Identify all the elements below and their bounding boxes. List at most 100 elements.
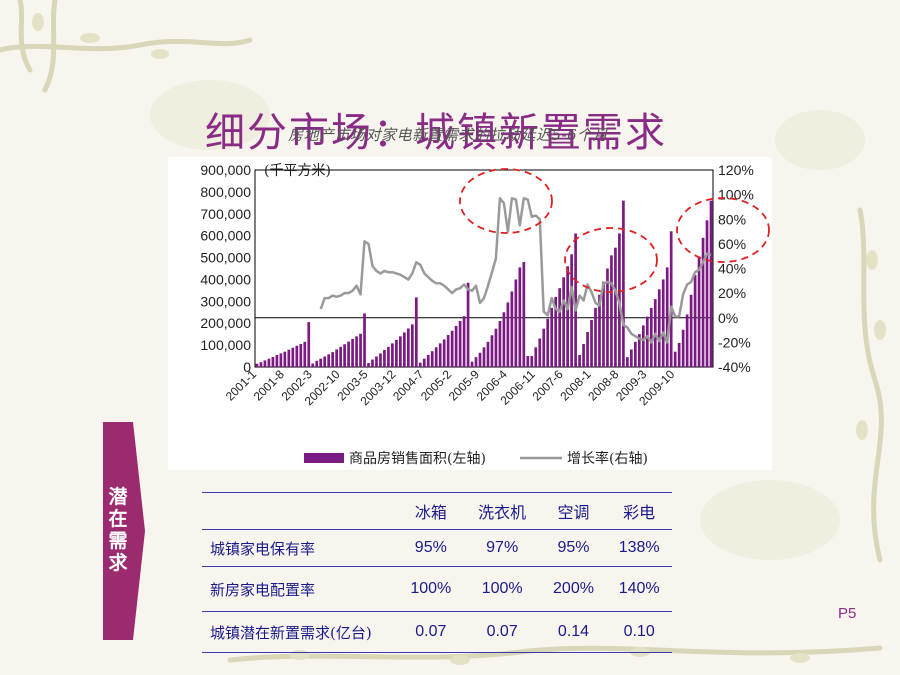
bar bbox=[558, 288, 562, 367]
side-char-2: 在 bbox=[108, 508, 128, 530]
bar bbox=[359, 333, 362, 367]
bar bbox=[590, 319, 593, 367]
legend-swatch-bar bbox=[304, 453, 344, 463]
bar bbox=[538, 338, 542, 367]
bar bbox=[303, 341, 307, 367]
bar bbox=[570, 254, 573, 367]
bar bbox=[275, 354, 279, 367]
bar bbox=[391, 343, 394, 367]
bar bbox=[259, 362, 263, 367]
bar bbox=[347, 341, 350, 367]
right-axis-tick-label: 60% bbox=[718, 236, 746, 252]
table-cell: 0.10 bbox=[606, 611, 672, 653]
bar bbox=[450, 330, 454, 367]
table-cell: 100% bbox=[410, 580, 452, 597]
bar bbox=[335, 349, 338, 367]
bar bbox=[287, 349, 291, 367]
table-cell: 140% bbox=[618, 580, 660, 597]
row-label: 新房家电配置率 bbox=[210, 580, 316, 599]
bar bbox=[474, 357, 478, 367]
col-header-tv: 彩电 bbox=[606, 492, 672, 530]
bar bbox=[267, 358, 271, 367]
bar bbox=[641, 325, 645, 367]
bar bbox=[633, 341, 637, 367]
bar bbox=[327, 354, 331, 367]
bar bbox=[578, 354, 581, 367]
bar bbox=[626, 357, 629, 367]
bar bbox=[355, 336, 358, 367]
bar bbox=[478, 352, 482, 367]
bar bbox=[498, 321, 502, 367]
bar bbox=[395, 339, 398, 367]
bar bbox=[606, 268, 609, 367]
bar bbox=[490, 335, 494, 367]
side-char-3: 需 bbox=[108, 530, 128, 552]
bar bbox=[371, 359, 374, 367]
left-axis-tick-label: 100,000 bbox=[200, 337, 251, 353]
col-header-fridge: 冰箱 bbox=[398, 492, 464, 530]
legend-label-bar: 商品房销售面积(左轴) bbox=[349, 451, 486, 467]
right-axis-tick-label: -20% bbox=[718, 334, 751, 350]
left-axis-tick-label: 900,000 bbox=[200, 162, 251, 178]
left-axis-tick-label: 700,000 bbox=[200, 206, 251, 222]
right-axis-tick-label: 80% bbox=[718, 211, 746, 227]
bar bbox=[458, 321, 462, 367]
demand-table: 冰箱 洗衣机 空调 彩电 城镇家电保有率 95% 97% 95% 138% 新房… bbox=[202, 492, 672, 653]
bar bbox=[697, 257, 701, 367]
bar bbox=[351, 338, 354, 367]
col-header-ac: 空调 bbox=[540, 492, 607, 530]
bar bbox=[462, 316, 466, 367]
bar bbox=[705, 220, 709, 367]
bar bbox=[263, 360, 267, 367]
right-axis-tick-label: 100% bbox=[718, 187, 754, 203]
side-label-arrow: 潜 在 需 求 bbox=[103, 422, 145, 640]
bar bbox=[614, 247, 617, 367]
bar bbox=[542, 328, 546, 367]
table-row: 新房家电配置率 100% 100% 200% 140% bbox=[202, 567, 672, 612]
bar bbox=[470, 361, 474, 367]
bar bbox=[414, 297, 418, 367]
right-axis-tick-label: -40% bbox=[718, 359, 751, 375]
left-axis-tick-label: 200,000 bbox=[200, 315, 251, 331]
bar bbox=[438, 343, 442, 367]
left-axis-tick-label: 400,000 bbox=[200, 271, 251, 287]
side-char-1: 潜 bbox=[108, 486, 128, 508]
bar bbox=[657, 289, 661, 367]
bar bbox=[446, 335, 450, 367]
bar bbox=[554, 296, 558, 367]
table-cell: 100% bbox=[481, 580, 523, 597]
bar bbox=[315, 360, 319, 367]
bar bbox=[574, 233, 577, 367]
bar bbox=[466, 282, 470, 367]
chart-area: 900,000 800,000 700,000 600,000 500,000 400,0… bbox=[168, 157, 772, 470]
bar bbox=[566, 266, 569, 367]
bar bbox=[291, 347, 295, 367]
overlay-caption: 房地产市场对家电新置需求的拉动延迟5-6个月 bbox=[288, 126, 609, 144]
bar bbox=[622, 200, 625, 367]
bar bbox=[669, 231, 673, 367]
slide-title: 细分市场：城镇新置需求 bbox=[205, 110, 667, 156]
table-cell: 0.14 bbox=[540, 611, 607, 653]
bar bbox=[506, 302, 510, 367]
bar bbox=[271, 356, 275, 367]
bar bbox=[526, 356, 530, 367]
bar bbox=[550, 307, 554, 367]
bar bbox=[598, 294, 601, 367]
bar bbox=[430, 351, 434, 367]
row-label: 城镇家电保有率 bbox=[202, 529, 398, 567]
bar bbox=[486, 341, 490, 367]
bar bbox=[283, 351, 287, 367]
bar bbox=[546, 318, 550, 367]
bar bbox=[311, 363, 315, 367]
bar bbox=[510, 291, 514, 367]
bar bbox=[630, 349, 633, 367]
left-axis-tick-label: 300,000 bbox=[200, 293, 251, 309]
left-axis-tick-label: 500,000 bbox=[200, 250, 251, 266]
bar bbox=[586, 331, 589, 367]
bar bbox=[649, 307, 653, 367]
page-number: P5 bbox=[838, 605, 857, 622]
bar bbox=[594, 307, 597, 367]
bar bbox=[645, 316, 649, 367]
bar bbox=[502, 312, 506, 367]
bar bbox=[693, 275, 697, 367]
